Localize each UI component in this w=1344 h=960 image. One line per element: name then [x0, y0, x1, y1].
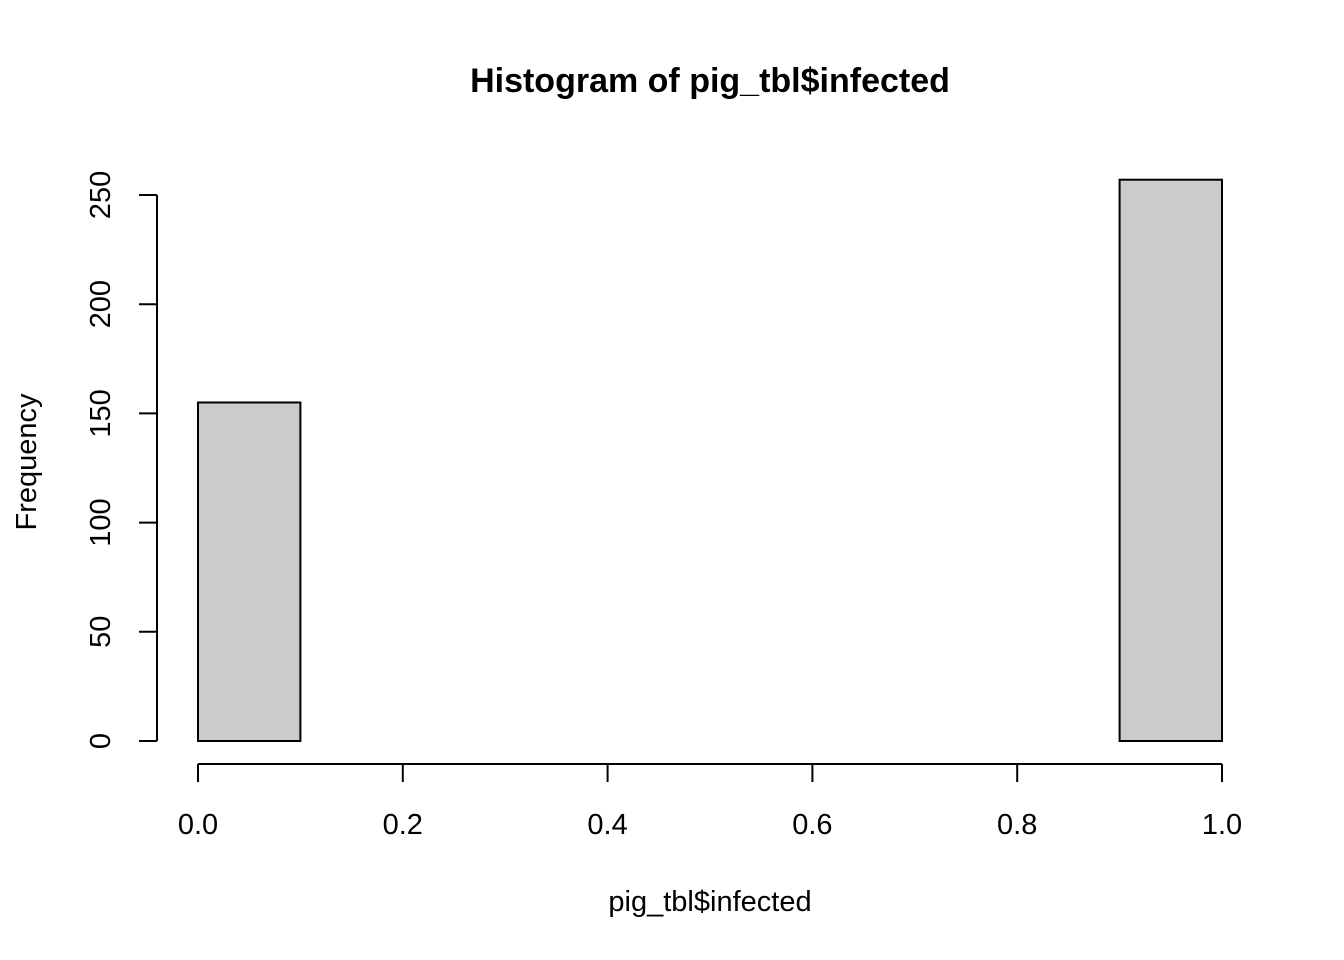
x-axis-label: pig_tbl$infected: [608, 886, 811, 918]
histogram-bar-0: [197, 401, 302, 742]
x-tick-label-5: 1.0: [1202, 809, 1242, 841]
x-tick-label-0: 0.0: [178, 809, 218, 841]
y-tick-label-5: 250: [85, 171, 117, 219]
x-tick-label-3: 0.6: [792, 809, 832, 841]
x-tick-label-4: 0.8: [997, 809, 1037, 841]
y-tick-label-3: 150: [85, 389, 117, 437]
x-tick-label-1: 0.2: [383, 809, 423, 841]
bars-group: [197, 178, 1223, 743]
y-axis: 0 50 100 150 200 250: [85, 171, 158, 749]
x-tick-label-2: 0.4: [587, 809, 627, 841]
y-tick-label-1: 50: [85, 616, 117, 648]
y-tick-label-4: 200: [85, 280, 117, 328]
y-tick-label-0: 0: [85, 733, 117, 749]
histogram-bar-9: [1118, 178, 1223, 743]
chart-title: Histogram of pig_tbl$infected: [470, 62, 950, 100]
x-axis: 0.0 0.2 0.4 0.6 0.8 1.0: [178, 763, 1242, 841]
y-tick-label-2: 100: [85, 498, 117, 546]
y-axis-label: Frequency: [11, 393, 43, 531]
